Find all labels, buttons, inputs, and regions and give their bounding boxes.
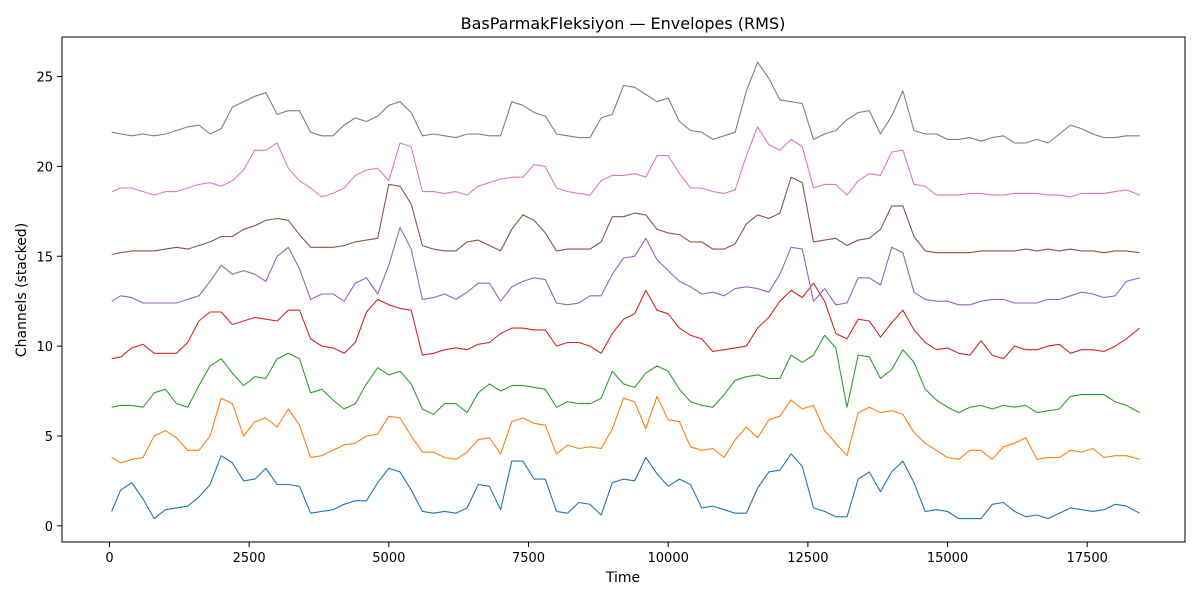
y-tick-label: 15 [36, 250, 53, 265]
series-line-5 [111, 176, 1140, 256]
y-tick-label: 5 [45, 430, 53, 445]
x-tick-label: 15000 [927, 551, 968, 566]
y-tick-label: 25 [36, 71, 53, 86]
series-line-7 [111, 61, 1140, 144]
x-axis-ticks: 0 2500 5000 7500 10000 12500 15000 17500 [105, 542, 1108, 566]
series-layer [111, 61, 1141, 520]
chart-title: BasParmakFleksiyon — Envelopes (RMS) [461, 14, 786, 33]
y-tick-label: 0 [45, 520, 53, 535]
y-tick-label: 20 [36, 160, 53, 175]
x-tick-label: 12500 [787, 551, 828, 566]
series-line-3 [111, 282, 1141, 360]
x-tick-label: 2500 [233, 551, 266, 566]
y-tick-label: 10 [36, 340, 53, 355]
series-line-1 [111, 395, 1140, 464]
y-axis-ticks: 0 5 10 15 20 25 [36, 71, 62, 535]
x-tick-label: 10000 [648, 551, 689, 566]
series-line-0 [111, 453, 1140, 520]
x-tick-label: 17500 [1067, 551, 1108, 566]
y-axis-label: Channels (stacked) [14, 223, 30, 357]
series-line-2 [111, 334, 1140, 415]
x-tick-label: 7500 [512, 551, 545, 566]
x-tick-label: 5000 [372, 551, 405, 566]
series-line-4 [111, 226, 1140, 306]
x-tick-label: 0 [105, 551, 113, 566]
x-axis-label: Time [605, 570, 640, 586]
plot-area-frame [61, 36, 1186, 543]
series-line-6 [111, 126, 1140, 198]
